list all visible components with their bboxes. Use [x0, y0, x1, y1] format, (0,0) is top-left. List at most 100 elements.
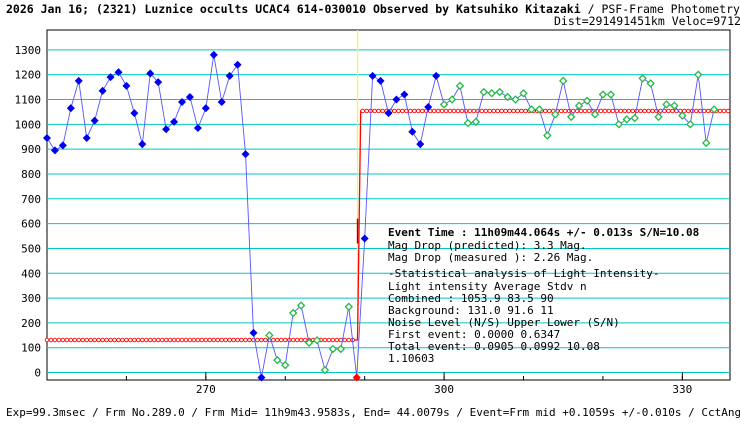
data-point [662, 100, 671, 109]
y-tick-label: 1100 [15, 94, 42, 107]
model-marker [243, 337, 248, 343]
model-marker [666, 108, 671, 114]
model-marker [487, 108, 493, 114]
data-point [130, 109, 139, 118]
data-point [296, 301, 306, 310]
model-marker [132, 337, 137, 343]
y-tick-label: 0 [34, 367, 41, 380]
model-marker [334, 337, 340, 343]
data-point [519, 89, 528, 98]
model-marker [330, 337, 336, 343]
data-point [312, 336, 322, 345]
model-marker [326, 337, 332, 343]
data-point [50, 146, 59, 155]
data-point [273, 355, 282, 365]
model-marker [283, 337, 288, 343]
model-marker [231, 337, 236, 343]
model-marker [342, 337, 348, 343]
footer-text: Exp=99.3msec / Frm No.289.0 / Frm Mid= 1… [6, 406, 740, 419]
model-marker [499, 108, 504, 114]
data-point [694, 70, 703, 79]
model-marker [219, 337, 224, 343]
model-marker [187, 337, 193, 343]
model-marker [227, 337, 232, 343]
model-marker [104, 337, 109, 343]
data-point [384, 109, 393, 118]
model-marker [72, 337, 78, 343]
data-point [670, 101, 679, 110]
model-marker [108, 337, 113, 343]
data-point [42, 133, 52, 142]
chart-title-rest: / PSF-Frame Photometry / [581, 2, 740, 16]
data-point [162, 125, 171, 134]
model-marker [491, 108, 496, 114]
grid-lines [47, 49, 730, 374]
model-marker [100, 337, 105, 343]
model-marker [112, 337, 117, 343]
model-marker [183, 337, 189, 343]
model-marker [52, 337, 58, 343]
noise-first-event: First event: 0.0000 0.6347 [388, 328, 560, 341]
model-marker [618, 108, 624, 114]
noise-total-event: Total event: 0.0905 0.0992 10.08 [388, 340, 600, 353]
model-marker [271, 337, 276, 343]
data-point [98, 86, 107, 95]
model-marker [431, 108, 437, 114]
data-point [686, 120, 695, 129]
model-marker [147, 337, 153, 343]
model-marker [642, 108, 647, 114]
x-axis-ticks: 270 300 330 [46, 372, 692, 396]
model-marker [92, 337, 97, 343]
data-point [225, 71, 234, 80]
data-point [360, 234, 369, 243]
model-marker [140, 337, 145, 343]
model-marker [467, 108, 473, 114]
model-marker [263, 337, 268, 343]
model-marker [171, 337, 177, 343]
model-marker [547, 108, 552, 114]
data-point [432, 71, 441, 80]
model-marker [64, 337, 70, 343]
model-marker [96, 337, 101, 343]
model-marker [116, 337, 121, 343]
model-marker [503, 108, 508, 114]
data-point [193, 124, 202, 133]
data-point [209, 50, 218, 59]
model-marker [144, 337, 149, 343]
info-panel: Event Time : 11h09m44.064s +/- 0.013s S/… [388, 226, 699, 365]
model-marker [120, 337, 125, 343]
model-marker [558, 108, 564, 114]
chart-title: 2026 Jan 16; (2321) Luznice occults UCAC… [6, 2, 740, 16]
data-point [543, 131, 552, 140]
model-marker [523, 108, 528, 114]
stat-header: Light intensity Average Stdv n [388, 280, 587, 293]
model-marker [622, 108, 628, 114]
model-marker [255, 337, 260, 343]
model-marker [48, 337, 54, 343]
model-marker [163, 337, 169, 343]
mag-drop-measured: Mag Drop (measured ): 2.26 Mag. [388, 251, 593, 264]
data-points [42, 50, 719, 382]
y-tick-label: 200 [21, 317, 41, 330]
data-point [146, 69, 155, 78]
model-marker [290, 337, 296, 343]
model-marker [298, 337, 304, 343]
model-marker [562, 108, 568, 114]
model-marker [259, 337, 264, 343]
y-tick-label: 1300 [15, 44, 42, 57]
data-point [288, 308, 298, 318]
model-marker [515, 108, 520, 114]
data-point [709, 105, 719, 114]
model-marker [247, 337, 252, 343]
model-marker [519, 108, 524, 114]
model-marker [191, 337, 197, 343]
model-marker [392, 108, 397, 114]
data-point [265, 331, 274, 340]
model-marker [447, 108, 453, 114]
data-point [217, 97, 226, 106]
data-point [471, 117, 481, 127]
data-point [701, 138, 711, 148]
mag-drop-predicted: Mag Drop (predicted): 3.3 Mag. [388, 239, 587, 252]
model-marker [80, 337, 85, 343]
model-marker [155, 337, 161, 343]
